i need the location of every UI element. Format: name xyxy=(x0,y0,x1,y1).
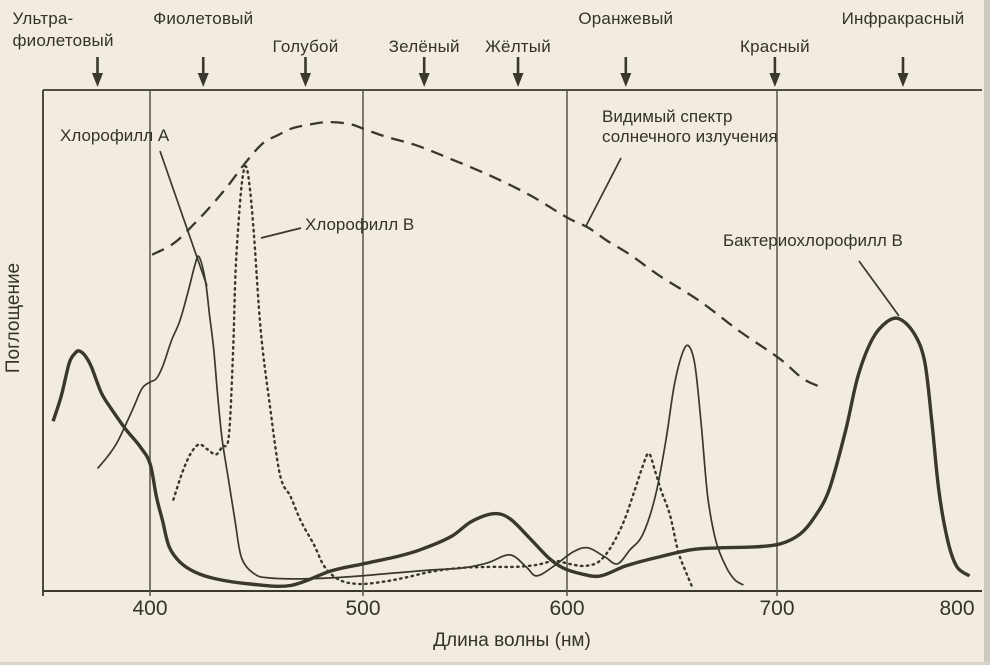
arrow-head-infrared xyxy=(897,73,909,87)
arrow-head-orange xyxy=(620,73,632,87)
band-label-line: Оранжевый xyxy=(578,9,674,28)
leader-line-bacteriochlorophyll-b xyxy=(858,260,900,317)
spectrum-band-ultraviolet: Ультра-фиолетовый xyxy=(13,8,114,52)
spectrum-band-violet: Фиолетовый xyxy=(153,8,253,30)
annotation-line: Хлорофилл В xyxy=(305,215,415,234)
x-tick-600: 600 xyxy=(549,597,585,620)
y-axis-title: Поглощение xyxy=(3,262,24,374)
band-label-line: Инфракрасный xyxy=(841,9,965,28)
arrow-head-violet xyxy=(197,73,209,87)
leader-line-solar xyxy=(585,157,622,227)
x-tick-700: 700 xyxy=(759,597,795,620)
spectrum-band-red: Красный xyxy=(740,36,810,58)
band-label-line: Жёлтый xyxy=(485,37,551,56)
annotation-line: Бактериохлорофилл В xyxy=(723,231,903,250)
band-label-line: Красный xyxy=(739,37,810,56)
chlorophyll-a-curve xyxy=(96,255,744,586)
bacteriochlorophyll-b-curve xyxy=(51,316,971,589)
annotation-line: солнечного излучения xyxy=(602,127,778,146)
solar-curve xyxy=(151,120,819,388)
x-tick-500: 500 xyxy=(345,597,381,620)
leader-line-chlorophyll-b xyxy=(260,227,302,239)
spectrum-band-blue: Голубой xyxy=(273,36,339,58)
scan-edge-bottom xyxy=(0,662,990,665)
annotation-line: Хлорофилл А xyxy=(60,126,170,145)
arrow-head-ultraviolet xyxy=(92,73,104,87)
scan-edge-right xyxy=(984,0,990,665)
annotation-solar: Видимый спектр солнечного излучения xyxy=(602,107,778,147)
arrow-head-blue xyxy=(299,73,311,87)
annotation-chlorophyll-b: Хлорофилл В xyxy=(305,215,414,235)
band-label-line: Зелёный xyxy=(388,37,460,56)
band-label-line: Фиолетовый xyxy=(153,9,254,28)
annotation-chlorophyll-a: Хлорофилл А xyxy=(60,126,169,146)
spectrum-band-orange: Оранжевый xyxy=(578,8,673,30)
arrow-head-red xyxy=(769,73,781,87)
arrow-head-green xyxy=(418,73,430,87)
leader-line-chlorophyll-a xyxy=(159,150,208,287)
spectrum-band-green: Зелёный xyxy=(389,36,460,58)
band-label-line: Ультра- xyxy=(12,9,74,28)
annotation-bacteriochlorophyll-b: Бактериохлорофилл В xyxy=(723,231,903,251)
band-label-line: Голубой xyxy=(272,37,339,56)
arrow-head-yellow xyxy=(512,73,524,87)
annotation-line: Видимый спектр xyxy=(602,107,733,126)
spectrum-band-infrared: Инфракрасный xyxy=(842,8,965,30)
x-tick-800: 800 xyxy=(939,597,975,620)
spectrum-band-yellow: Жёлтый xyxy=(485,36,551,58)
x-tick-400: 400 xyxy=(132,597,168,620)
band-label-line: фиолетовый xyxy=(12,31,114,50)
chlorophyll-b-curve xyxy=(172,165,695,591)
x-axis-title: Длина волны (нм) xyxy=(433,630,591,651)
